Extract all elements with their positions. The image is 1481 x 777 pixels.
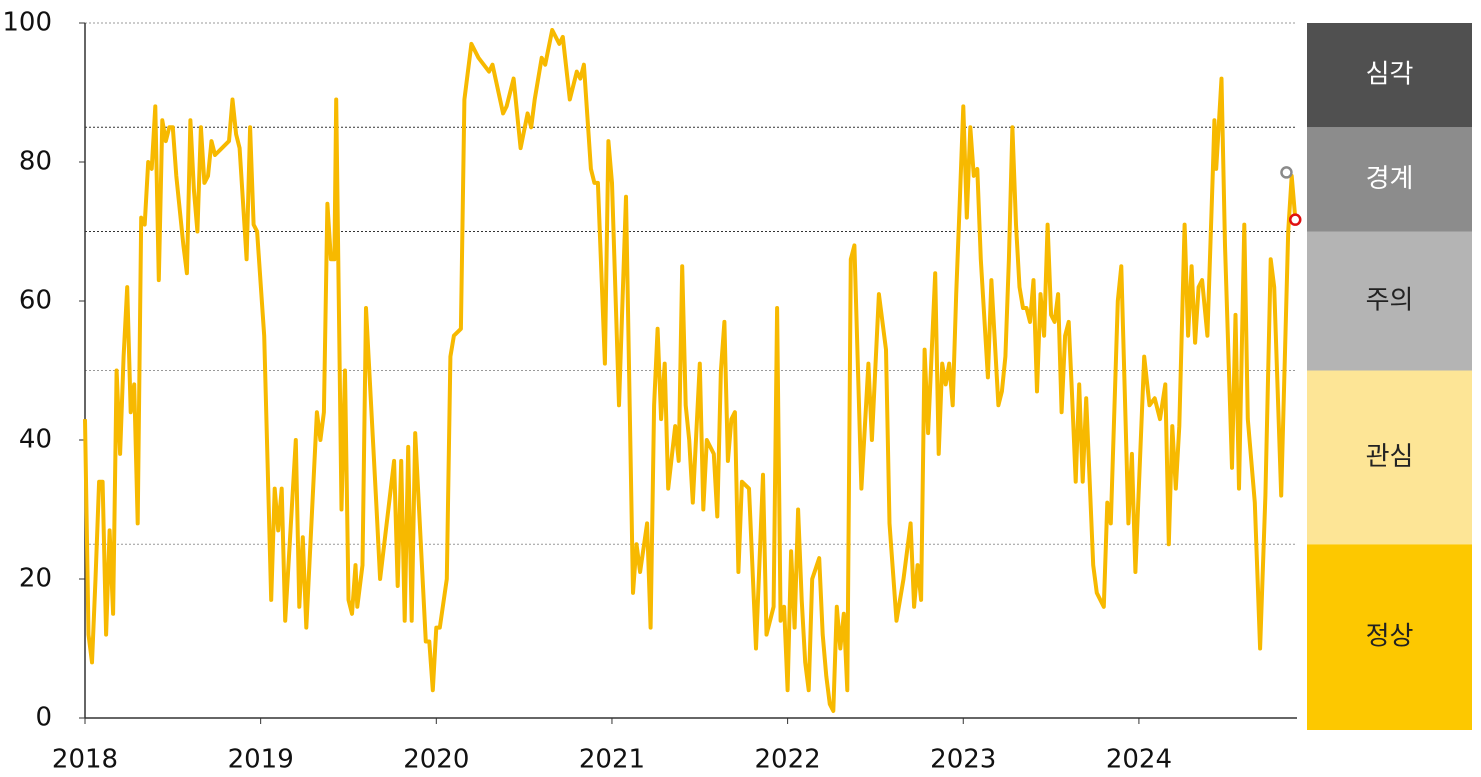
y-tick-label: 0 [35,703,52,733]
band [1307,127,1472,232]
band-label: 경계 [1366,164,1414,194]
x-tick-label: 2020 [403,745,469,775]
band [1307,23,1472,128]
data-line [83,28,1298,713]
x-tick-label: 2024 [1106,745,1172,775]
band-label: 관심 [1366,442,1414,472]
marker [1280,166,1293,179]
band [1307,231,1472,371]
x-tick-label: 2022 [755,745,821,775]
x-tick-label: 2018 [52,745,118,775]
band-label: 심각 [1366,60,1414,90]
x-tick-label: 2021 [579,745,645,775]
x-tick-label: 2019 [228,745,294,775]
marker [1288,213,1302,226]
y-tick-label: 80 [19,147,52,177]
y-tick-label: 20 [19,564,52,594]
band-label: 주의 [1366,286,1414,316]
x-tick-label: 2023 [930,745,996,775]
band-label: 정상 [1366,622,1414,652]
band [1307,370,1472,545]
y-tick-label: 40 [19,425,52,455]
band [1307,544,1472,730]
y-tick-label: 60 [19,286,52,316]
y-tick-label: 100 [2,8,52,38]
